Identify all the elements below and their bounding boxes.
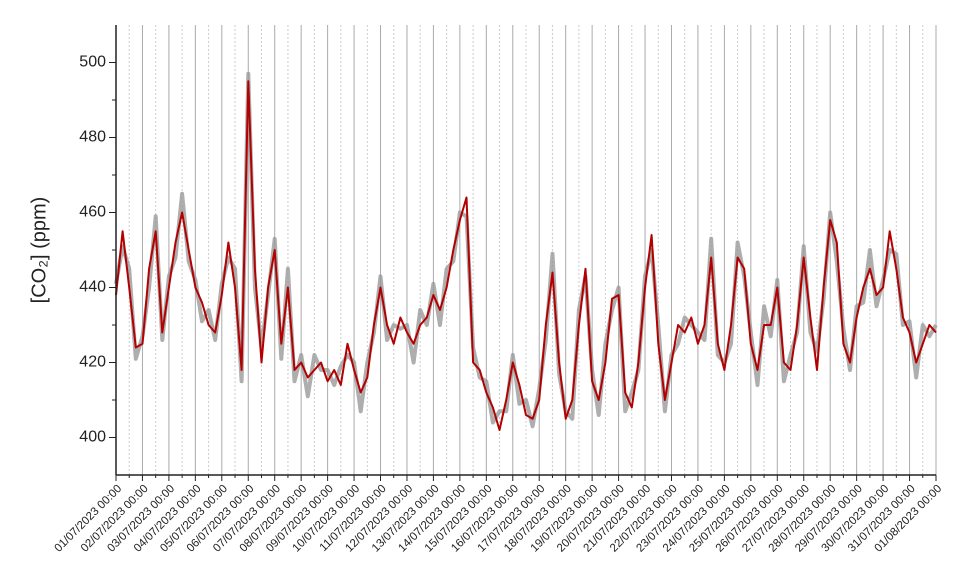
- y-tick-label: 500: [79, 54, 106, 71]
- y-tick-label: 420: [79, 354, 106, 371]
- y-tick-label: 400: [79, 429, 106, 446]
- y-tick-label: 440: [79, 279, 106, 296]
- y-tick-label: 460: [79, 204, 106, 221]
- y-tick-label: 480: [79, 129, 106, 146]
- series-line: [115, 80, 937, 431]
- y-axis-label: [CO₂] (ppm): [28, 197, 50, 304]
